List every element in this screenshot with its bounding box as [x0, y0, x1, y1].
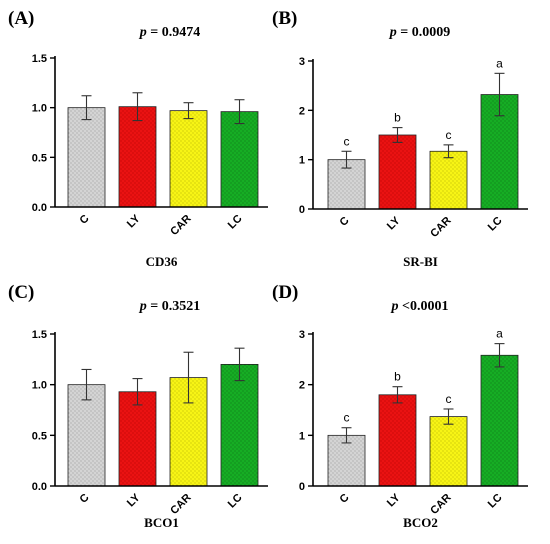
significance-letter: a — [496, 327, 503, 341]
category-label: CAR — [168, 492, 193, 517]
chart-panel-2: (B) p = 0.0009 c Cb LY c CAR a LC 0 1 2 3 SR-BI — [272, 8, 528, 269]
category-label: C — [78, 213, 92, 227]
category-label: C — [338, 215, 352, 229]
bar-ly — [378, 134, 417, 210]
category-label: C — [78, 492, 92, 506]
panel-letter: (B) — [272, 8, 297, 29]
y-tick-label: 2 — [299, 380, 305, 392]
error-bar-car — [443, 144, 454, 159]
bar-car — [429, 416, 468, 487]
error-bar-c — [341, 150, 352, 169]
x-axis-label: CD36 — [146, 254, 178, 269]
chart-panel-4: (D) p <0.0001 c Cb LY c CAR a LC 0 1 2 3 BCO2 — [272, 282, 528, 530]
y-tick-label: 1.5 — [32, 53, 47, 65]
significance-letter: c — [344, 411, 350, 425]
y-tick-label: 1.0 — [32, 380, 47, 392]
y-tick-label: 2 — [299, 105, 305, 117]
error-bar-c — [341, 427, 352, 444]
error-bar-lc — [494, 72, 505, 117]
y-tick-label: 0.0 — [32, 202, 47, 214]
significance-letter: b — [394, 111, 401, 125]
error-bar-c — [81, 368, 92, 401]
bar-c — [67, 384, 106, 487]
y-tick-label: 3 — [299, 56, 305, 68]
p-value-title: p = 0.9474 — [139, 25, 200, 40]
p-value-title: p = 0.3521 — [139, 299, 200, 314]
chart-panel-1: (A) p = 0.9474 C LY CAR LC 0.0 0.5 1.0 1.5 CD36 — [8, 8, 268, 269]
bar-lc — [480, 354, 519, 487]
error-bar-ly — [132, 92, 143, 122]
bar-car — [169, 110, 208, 208]
category-label: CAR — [428, 492, 453, 517]
y-tick-label: 0 — [299, 204, 305, 216]
x-axis-label: BCO2 — [403, 515, 438, 530]
y-tick-label: 3 — [299, 329, 305, 341]
significance-letter: a — [496, 56, 503, 70]
bar-ly — [118, 106, 157, 208]
significance-letter: c — [446, 392, 452, 406]
y-tick-label: 1 — [299, 155, 305, 167]
category-label: C — [338, 492, 352, 506]
y-tick-label: 1 — [299, 430, 305, 442]
p-value-title: p = 0.0009 — [389, 25, 450, 40]
bar-ly — [118, 391, 157, 487]
category-label: LC — [486, 215, 505, 234]
category-label: LY — [385, 491, 403, 509]
bar-car — [429, 150, 468, 210]
category-label: CAR — [428, 215, 453, 240]
significance-letter: c — [344, 134, 350, 148]
error-bar-c — [81, 95, 92, 121]
bar-ly — [378, 394, 417, 487]
category-label: LY — [385, 214, 403, 232]
y-tick-label: 1.5 — [32, 329, 47, 341]
x-axis-label: BCO1 — [144, 515, 179, 530]
significance-letter: c — [446, 128, 452, 142]
chart-panel-3: (C) p = 0.3521 C LY CAR LC 0.0 0.5 1.0 1.5 BCO1 — [8, 282, 268, 530]
error-bar-lc — [234, 347, 245, 382]
panel-letter: (D) — [272, 282, 298, 303]
p-value-title: p <0.0001 — [391, 299, 449, 314]
category-label: LC — [486, 492, 505, 511]
bar-lc — [220, 111, 259, 208]
y-tick-label: 0 — [299, 481, 305, 493]
category-label: LY — [125, 212, 143, 230]
significance-letter: b — [394, 370, 401, 384]
error-bar-car — [183, 351, 194, 404]
error-bar-ly — [392, 127, 403, 143]
category-label: LC — [226, 492, 245, 511]
bar-c — [67, 107, 106, 208]
category-label: LC — [226, 213, 245, 232]
error-bar-lc — [234, 99, 245, 125]
bar-lc — [220, 363, 259, 487]
category-label: CAR — [168, 213, 193, 238]
bar-c — [327, 434, 366, 487]
panel-letter: (A) — [8, 8, 34, 29]
error-bar-lc — [494, 343, 505, 368]
error-bar-ly — [392, 386, 403, 404]
x-axis-label: SR-BI — [403, 254, 438, 269]
error-bar-car — [183, 102, 194, 120]
error-bar-car — [443, 408, 454, 425]
y-tick-label: 0.0 — [32, 481, 47, 493]
error-bar-ly — [132, 378, 143, 406]
y-tick-label: 1.0 — [32, 103, 47, 115]
y-tick-label: 0.5 — [32, 430, 47, 442]
y-tick-label: 0.5 — [32, 152, 47, 164]
panel-letter: (C) — [8, 282, 34, 303]
category-label: LY — [125, 491, 143, 509]
